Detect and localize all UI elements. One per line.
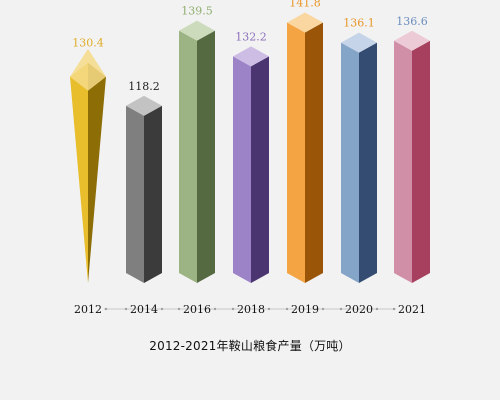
tick-label: 2019 xyxy=(291,303,319,316)
bar-front-2014 xyxy=(126,105,144,283)
bar-top-2016 xyxy=(179,20,215,41)
axis-dot xyxy=(375,307,379,311)
data-label: 139.5 xyxy=(181,5,213,18)
axis-dot xyxy=(213,307,217,311)
tick-label: 2018 xyxy=(237,303,265,316)
tick-label: 2012 xyxy=(74,303,102,316)
axis-dot xyxy=(285,307,289,311)
axis-dot xyxy=(177,307,181,311)
tick-label: 2021 xyxy=(398,303,426,316)
bar-top-2021 xyxy=(394,30,430,51)
chart-title: 2012-2021年鞍山粮食产量（万吨） xyxy=(149,339,351,353)
axis-dot xyxy=(267,307,271,311)
data-label: 132.2 xyxy=(235,30,267,43)
axis-dot xyxy=(104,307,108,311)
bar-side-2020 xyxy=(359,42,377,283)
data-label: 136.1 xyxy=(343,17,375,30)
bar-front-2019 xyxy=(287,22,305,284)
axis-dot xyxy=(160,307,164,311)
tick-label: 2020 xyxy=(345,303,373,316)
data-label: 141.8 xyxy=(289,0,321,9)
axis-dot xyxy=(231,307,235,311)
bar-top-2020 xyxy=(341,32,377,53)
bar-side-2019 xyxy=(305,22,323,284)
axis-dot xyxy=(321,307,325,311)
bar-top-2018 xyxy=(233,46,269,67)
axis-dot xyxy=(392,307,396,311)
data-label: 130.4 xyxy=(72,37,104,50)
bar-top-2012 xyxy=(70,48,106,91)
bar-front-2018 xyxy=(233,56,251,283)
tick-label: 2016 xyxy=(183,303,211,316)
axis-dot xyxy=(339,307,343,311)
bar-top-2019 xyxy=(287,12,323,33)
bar-side-2012 xyxy=(88,62,106,283)
bar-front-2016 xyxy=(179,30,197,283)
bar-top-2014 xyxy=(126,95,162,116)
data-label: 118.2 xyxy=(128,80,160,93)
bar-side-2016 xyxy=(197,30,215,283)
tick-label: 2014 xyxy=(130,303,158,316)
bar-side-2021 xyxy=(412,40,430,283)
axis-dot xyxy=(124,307,128,311)
bar-side-2018 xyxy=(251,56,269,283)
bar-front-2012 xyxy=(70,62,88,283)
bar-front-2021 xyxy=(394,40,412,283)
bar-side-2014 xyxy=(144,105,162,283)
bar-front-2020 xyxy=(341,42,359,283)
data-label: 136.6 xyxy=(396,15,428,28)
